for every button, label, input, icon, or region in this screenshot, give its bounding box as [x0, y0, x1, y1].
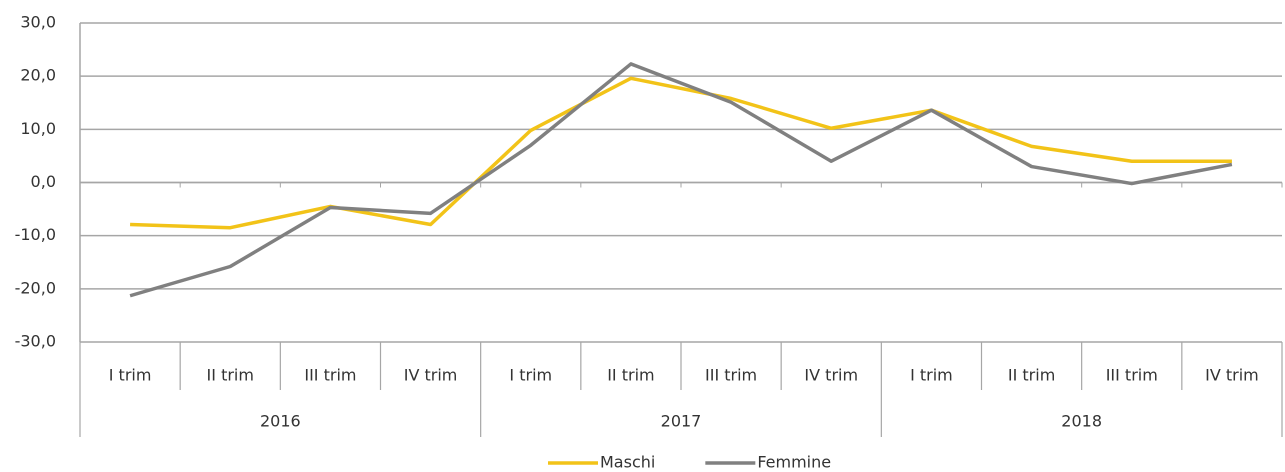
legend-label: Femmine: [757, 453, 831, 472]
y-tick-label: -30,0: [15, 332, 56, 351]
y-tick-label: -20,0: [15, 278, 56, 297]
y-tick-label: 30,0: [20, 13, 56, 32]
x-tick-label: I trim: [509, 366, 552, 385]
series-line: [129, 62, 1233, 298]
x-tick-label: IV trim: [1205, 366, 1259, 385]
x-tick-label: III trim: [705, 366, 757, 385]
x-tick-label: II trim: [1008, 366, 1055, 385]
legend-label: Maschi: [600, 453, 655, 472]
x-group-label: 2017: [661, 412, 702, 431]
x-tick-label: IV trim: [804, 366, 858, 385]
y-tick-label: 0,0: [31, 172, 56, 191]
y-tick-label: 20,0: [20, 66, 56, 85]
y-tick-label: -10,0: [15, 225, 56, 244]
x-tick-label: II trim: [207, 366, 254, 385]
x-tick-label: III trim: [304, 366, 356, 385]
x-tick-label: I trim: [109, 366, 152, 385]
y-tick-label: 10,0: [20, 119, 56, 138]
series-line: [130, 76, 1232, 230]
x-tick-label: II trim: [607, 366, 654, 385]
x-group-label: 2018: [1061, 412, 1102, 431]
x-group-label: 2016: [260, 412, 301, 431]
x-tick-label: I trim: [910, 366, 953, 385]
x-tick-label: III trim: [1106, 366, 1158, 385]
x-tick-label: IV trim: [404, 366, 458, 385]
